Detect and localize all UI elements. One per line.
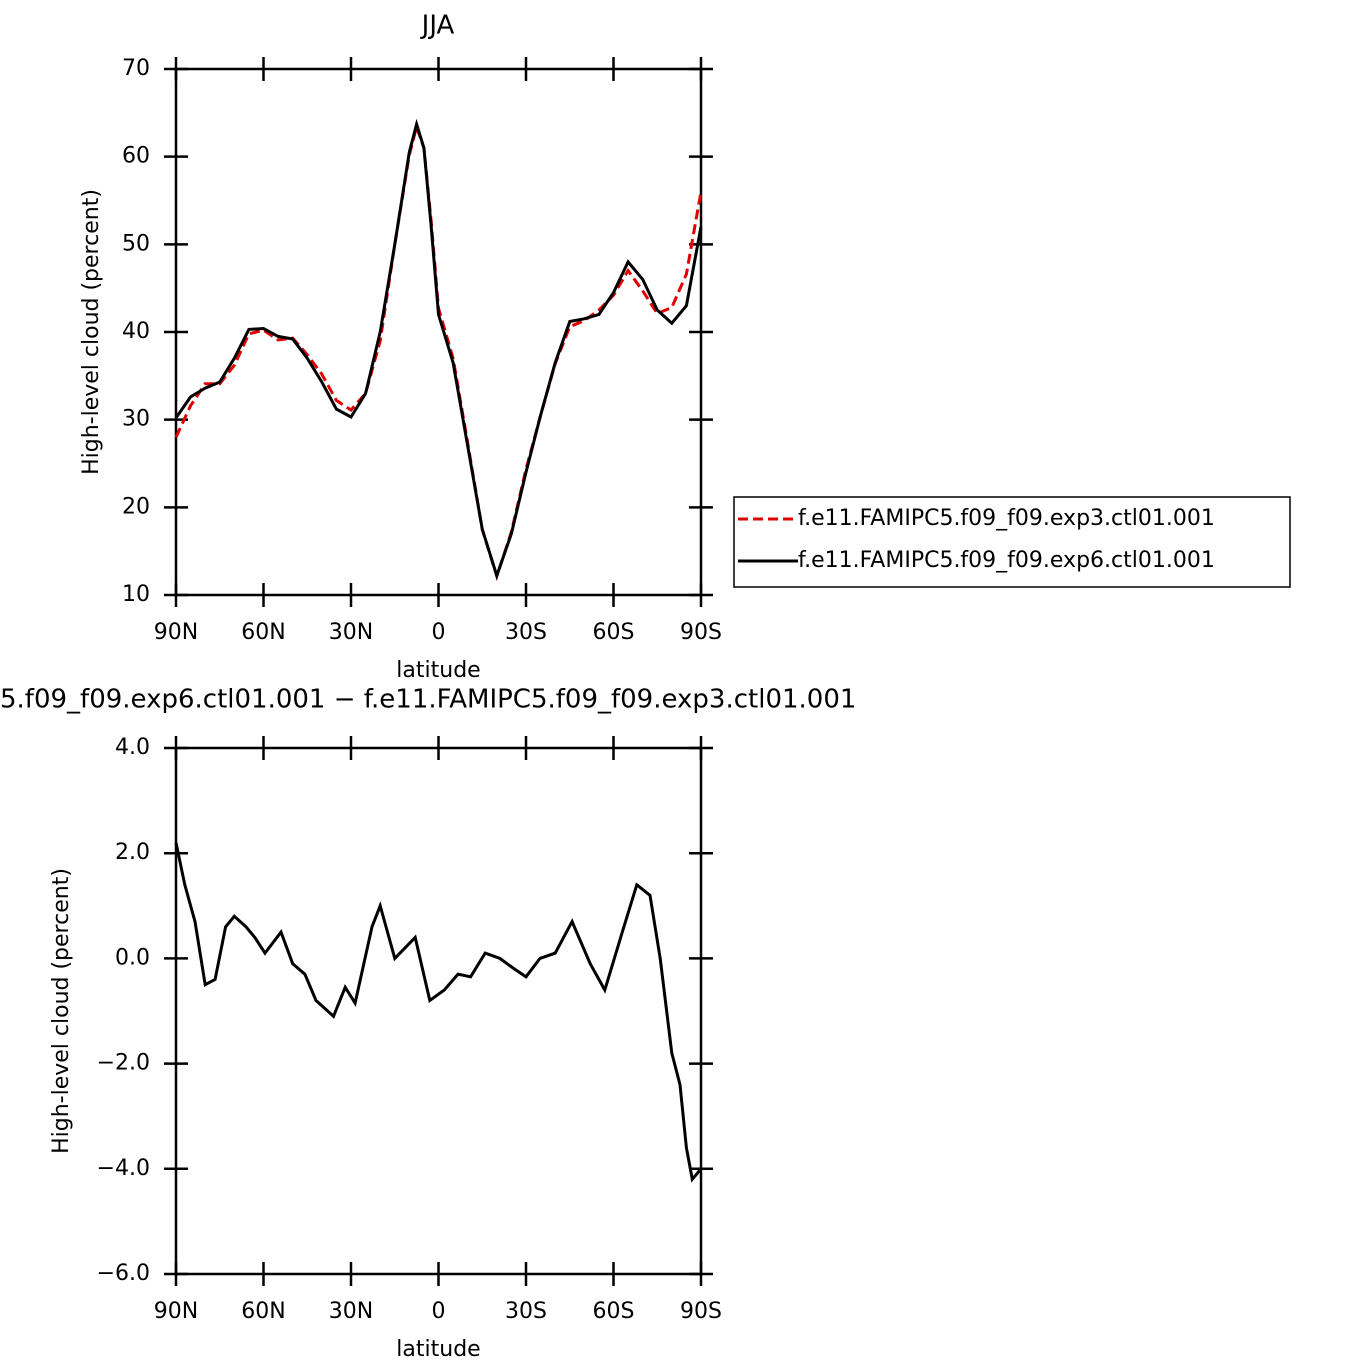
x-tick-label: 30N xyxy=(329,620,373,645)
y-tick-label: 40 xyxy=(122,319,150,344)
x-tick-label: 0 xyxy=(432,620,446,645)
x-tick-label: 60S xyxy=(593,620,635,645)
y-tick-label: 50 xyxy=(122,231,150,256)
y-tick-label: 20 xyxy=(122,494,150,519)
legend-label: f.e11.FAMIPC5.f09_f09.exp6.ctl01.001 xyxy=(798,548,1215,573)
y-tick-label: 2.0 xyxy=(115,840,150,865)
y-tick-label: 10 xyxy=(122,582,150,607)
x-tick-label: 60S xyxy=(593,1299,635,1324)
x-tick-label: 60N xyxy=(241,1299,285,1324)
legend-label: f.e11.FAMIPC5.f09_f09.exp3.ctl01.001 xyxy=(798,506,1215,531)
y-tick-label: 70 xyxy=(122,56,150,81)
legend-box xyxy=(733,496,1291,588)
x-tick-label: 90S xyxy=(680,620,722,645)
y-tick-label: 30 xyxy=(122,407,150,432)
y-tick-label: −6.0 xyxy=(97,1261,150,1286)
x-tick-label: 0 xyxy=(432,1299,446,1324)
x-tick-label: 90N xyxy=(154,1299,198,1324)
x-tick-label: 90N xyxy=(154,620,198,645)
x-axis-label: latitude xyxy=(396,1337,480,1362)
x-tick-label: 30S xyxy=(505,1299,547,1324)
y-axis-label: High-level cloud (percent) xyxy=(79,189,104,475)
y-axis-label: High-level cloud (percent) xyxy=(49,868,74,1154)
y-tick-label: −4.0 xyxy=(97,1156,150,1181)
x-tick-label: 30S xyxy=(505,620,547,645)
series-line xyxy=(174,842,703,1183)
chart-title: JJA xyxy=(420,11,455,41)
x-tick-label: 60N xyxy=(241,620,285,645)
series-line xyxy=(174,118,703,581)
x-tick-label: 30N xyxy=(329,1299,373,1324)
y-tick-label: −2.0 xyxy=(97,1051,150,1076)
series-line xyxy=(174,121,703,582)
y-tick-label: 60 xyxy=(122,144,150,169)
y-tick-label: 0.0 xyxy=(115,945,150,970)
chart-title: 5.f09_f09.exp6.ctl01.001 − f.e11.FAMIPC5… xyxy=(0,685,856,715)
plot-frame xyxy=(174,746,703,1276)
y-tick-label: 4.0 xyxy=(115,735,150,760)
x-tick-label: 90S xyxy=(680,1299,722,1324)
x-axis-label: latitude xyxy=(396,658,480,683)
